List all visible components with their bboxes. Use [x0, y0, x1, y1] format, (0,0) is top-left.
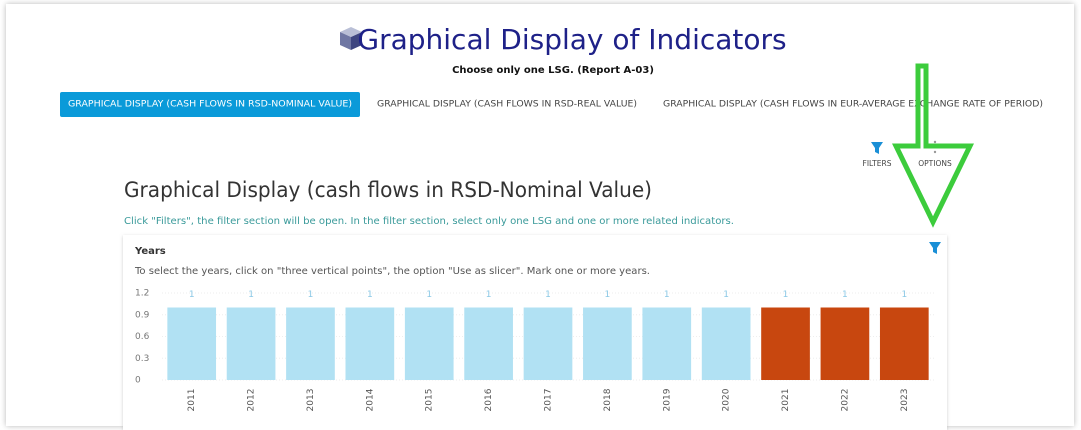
data-label: 1 — [901, 290, 907, 300]
bar — [761, 307, 810, 380]
data-label: 1 — [842, 290, 848, 300]
y-tick-label: 1.2 — [135, 289, 149, 299]
y-tick-label: 0.6 — [135, 332, 150, 342]
page-subtitle: Choose only one LSG. (Report A-03) — [452, 65, 654, 76]
data-label: 1 — [426, 290, 432, 300]
bar — [820, 307, 870, 380]
tab-active[interactable] — [60, 92, 360, 117]
x-tick-label: 2021 — [781, 389, 791, 412]
data-label: 1 — [723, 290, 729, 300]
cube-icon — [340, 27, 362, 50]
bar — [701, 307, 751, 380]
data-label: 1 — [189, 290, 195, 300]
y-tick-label: 0.9 — [135, 310, 150, 320]
x-tick-label: 2023 — [900, 389, 910, 412]
tab-label[interactable]: GRAPHICAL DISPLAY (CASH FLOWS IN RSD-REA… — [377, 100, 637, 110]
data-label: 1 — [783, 290, 789, 300]
x-tick-label: 2018 — [603, 388, 613, 411]
x-tick-label: 2014 — [365, 388, 375, 411]
data-label: 1 — [367, 290, 373, 300]
data-label: 1 — [664, 290, 670, 300]
section-heading: Graphical Display (cash flows in RSD-Nom… — [124, 178, 652, 202]
chart-subtitle: To select the years, click on "three ver… — [134, 266, 650, 277]
data-label: 1 — [248, 290, 254, 300]
bar — [345, 307, 395, 380]
bar — [523, 307, 573, 380]
data-label: 1 — [486, 290, 492, 300]
tab-label[interactable]: GRAPHICAL DISPLAY (CASH FLOWS IN EUR-AVE… — [663, 100, 1043, 110]
data-label: 1 — [308, 290, 314, 300]
bar — [226, 307, 276, 380]
x-tick-label: 2017 — [544, 389, 554, 412]
chart-title: Years — [134, 246, 166, 257]
tab-label[interactable]: GRAPHICAL DISPLAY (CASH FLOWS IN RSD-NOM… — [68, 100, 352, 110]
x-tick-label: 2022 — [840, 389, 850, 412]
x-tick-label: 2012 — [247, 389, 257, 412]
x-tick-label: 2013 — [306, 389, 316, 412]
options-button[interactable]: OPTIONS — [918, 159, 952, 168]
y-tick-label: 0.3 — [135, 354, 149, 364]
bar — [404, 307, 454, 380]
bar — [286, 307, 335, 380]
bar — [167, 307, 217, 380]
bar — [583, 307, 632, 380]
section-instruction: Click "Filters", the filter section will… — [124, 216, 734, 227]
x-tick-label: 2011 — [187, 389, 197, 412]
x-tick-label: 2016 — [484, 388, 494, 411]
y-tick-label: 0 — [135, 376, 141, 386]
x-tick-label: 2019 — [662, 388, 672, 411]
filters-button[interactable]: FILTERS — [863, 159, 892, 168]
annotation-arrow — [892, 63, 974, 228]
data-label: 1 — [605, 290, 611, 300]
visual-filter-icon[interactable] — [929, 242, 941, 254]
bar — [879, 307, 929, 380]
plot: 0 0.3 0.6 0.9 1.2 2011 1 2012 1 2013 1 2014 1 2015 1 20… — [135, 289, 934, 412]
bar — [642, 307, 692, 380]
x-tick-label: 2015 — [425, 389, 435, 412]
page-title: Graphical Display of Indicators — [357, 23, 786, 56]
data-label: 1 — [545, 290, 551, 300]
filter-icon[interactable] — [871, 142, 883, 154]
x-tick-label: 2020 — [722, 388, 732, 411]
bar — [464, 307, 513, 380]
